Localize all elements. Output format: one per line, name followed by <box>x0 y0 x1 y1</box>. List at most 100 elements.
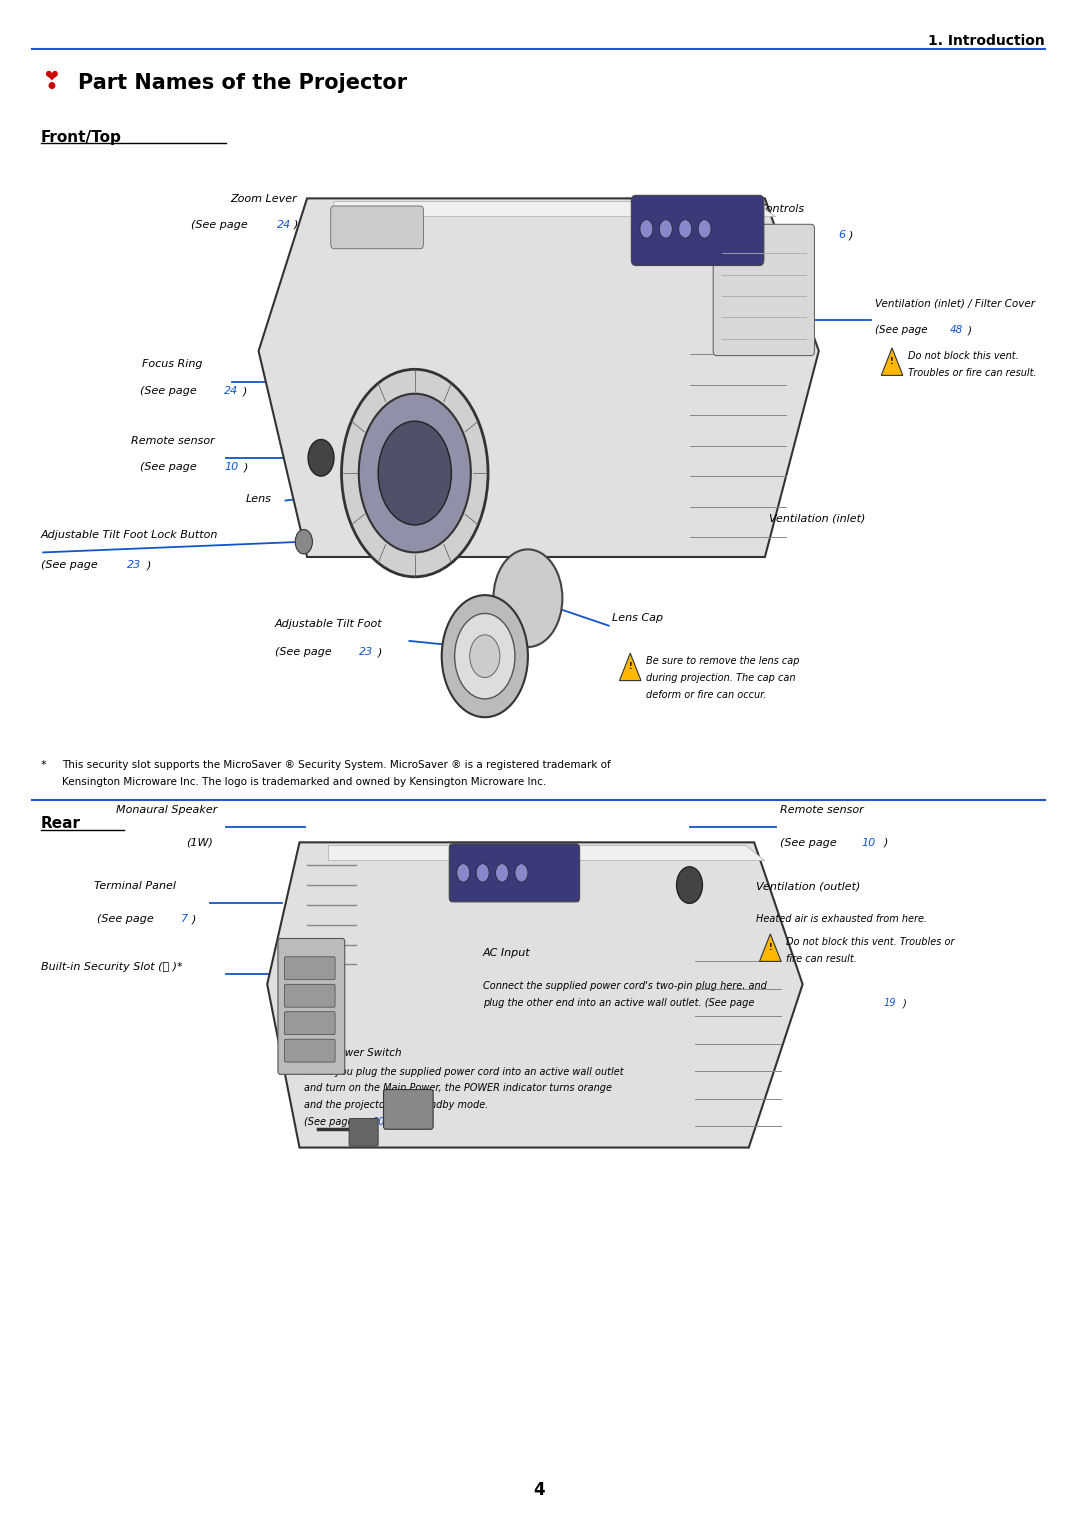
Text: Kensington Microware Inc. The logo is trademarked and owned by Kensington Microw: Kensington Microware Inc. The logo is tr… <box>63 777 546 787</box>
Text: deform or fire can occur.: deform or fire can occur. <box>647 690 767 700</box>
Text: Focus Ring: Focus Ring <box>143 359 203 369</box>
Text: Ventilation (inlet) / Filter Cover: Ventilation (inlet) / Filter Cover <box>875 298 1035 308</box>
Circle shape <box>678 220 691 238</box>
Text: 6: 6 <box>838 230 846 241</box>
Text: Connect the supplied power cord's two-pin plug here, and: Connect the supplied power cord's two-pi… <box>483 981 767 992</box>
Text: Remote sensor: Remote sensor <box>131 435 214 446</box>
Text: (See page: (See page <box>140 386 200 397</box>
Text: (See page: (See page <box>303 1117 356 1128</box>
Text: Ventilation (inlet): Ventilation (inlet) <box>769 514 865 523</box>
Circle shape <box>698 220 711 238</box>
FancyBboxPatch shape <box>449 844 580 902</box>
Circle shape <box>341 369 488 577</box>
Text: Ventilation (outlet): Ventilation (outlet) <box>756 881 861 891</box>
Text: (See page: (See page <box>97 914 158 925</box>
Text: (See page: (See page <box>191 220 251 230</box>
Text: ): ) <box>903 998 906 1009</box>
Text: Monaural Speaker: Monaural Speaker <box>117 804 218 815</box>
Text: Do not block this vent.: Do not block this vent. <box>908 351 1018 362</box>
Text: Be sure to remove the lens cap: Be sure to remove the lens cap <box>647 656 800 667</box>
Text: 1. Introduction: 1. Introduction <box>929 34 1045 47</box>
Text: and turn on the Main Power, the POWER indicator turns orange: and turn on the Main Power, the POWER in… <box>303 1083 611 1094</box>
Text: (See page: (See page <box>780 838 840 848</box>
FancyBboxPatch shape <box>284 1039 335 1062</box>
Polygon shape <box>759 934 781 961</box>
Circle shape <box>455 613 515 699</box>
Circle shape <box>378 421 451 525</box>
Text: !: ! <box>890 357 894 366</box>
FancyBboxPatch shape <box>713 224 814 356</box>
Text: and the projector is in standby mode.: and the projector is in standby mode. <box>303 1100 488 1111</box>
Circle shape <box>494 549 563 647</box>
Text: AC Input: AC Input <box>483 948 530 958</box>
Polygon shape <box>334 201 775 217</box>
Circle shape <box>476 864 489 882</box>
FancyBboxPatch shape <box>284 984 335 1007</box>
Text: ❣: ❣ <box>41 70 60 95</box>
Text: (See page: (See page <box>140 462 200 473</box>
Text: Do not block this vent. Troubles or: Do not block this vent. Troubles or <box>786 937 955 948</box>
Text: This security slot supports the MicroSaver ® Security System. MicroSaver ® is a : This security slot supports the MicroSav… <box>63 760 611 771</box>
FancyBboxPatch shape <box>284 1012 335 1035</box>
Text: 23: 23 <box>359 647 373 658</box>
Text: ): ) <box>192 914 197 925</box>
Text: !: ! <box>629 662 632 671</box>
Polygon shape <box>620 653 642 681</box>
Text: Adjustable Tilt Foot Lock Button: Adjustable Tilt Foot Lock Button <box>41 530 218 540</box>
Text: Troubles or fire can result.: Troubles or fire can result. <box>908 368 1037 378</box>
Circle shape <box>660 220 672 238</box>
Text: ): ) <box>147 560 151 571</box>
Text: Heated air is exhausted from here.: Heated air is exhausted from here. <box>756 914 928 925</box>
Text: 20: 20 <box>373 1117 386 1128</box>
FancyBboxPatch shape <box>284 957 335 980</box>
Circle shape <box>515 864 528 882</box>
Circle shape <box>359 394 471 552</box>
Text: (See page: (See page <box>274 647 335 658</box>
Circle shape <box>442 595 528 717</box>
Circle shape <box>470 635 500 678</box>
FancyBboxPatch shape <box>330 206 423 249</box>
Text: (See page: (See page <box>875 325 931 336</box>
Text: Remote sensor: Remote sensor <box>780 804 864 815</box>
Text: Adjustable Tilt Foot: Adjustable Tilt Foot <box>274 618 382 629</box>
Circle shape <box>308 439 334 476</box>
Text: plug the other end into an active wall outlet. (See page: plug the other end into an active wall o… <box>483 998 757 1009</box>
Text: 4: 4 <box>532 1480 544 1499</box>
Text: ): ) <box>849 230 853 241</box>
Text: ): ) <box>968 325 972 336</box>
Text: 10: 10 <box>224 462 239 473</box>
Text: Controls: Controls <box>758 203 805 214</box>
Text: 48: 48 <box>950 325 963 336</box>
Text: ): ) <box>243 462 247 473</box>
Text: (1W): (1W) <box>186 838 213 848</box>
Polygon shape <box>328 845 765 861</box>
Text: ): ) <box>883 838 888 848</box>
Polygon shape <box>881 348 903 375</box>
Text: Built-in Security Slot (Ⓡ )*: Built-in Security Slot (Ⓡ )* <box>41 963 183 972</box>
Text: When you plug the supplied power cord into an active wall outlet: When you plug the supplied power cord in… <box>303 1067 623 1077</box>
Text: Zoom Lever: Zoom Lever <box>230 194 297 204</box>
Text: (See page: (See page <box>41 560 102 571</box>
Text: (See page: (See page <box>758 230 819 241</box>
Text: *: * <box>41 760 46 771</box>
Text: 10: 10 <box>862 838 876 848</box>
Text: Main Power Switch: Main Power Switch <box>303 1048 402 1059</box>
Text: Lens Cap: Lens Cap <box>612 612 663 623</box>
Circle shape <box>457 864 470 882</box>
Text: fire can result.: fire can result. <box>786 954 858 964</box>
Text: Rear: Rear <box>41 816 81 832</box>
Text: 19: 19 <box>883 998 896 1009</box>
Text: Part Names of the Projector: Part Names of the Projector <box>78 73 407 93</box>
FancyBboxPatch shape <box>278 938 345 1074</box>
Text: 23: 23 <box>127 560 141 571</box>
Text: Lens: Lens <box>245 494 271 504</box>
Text: Front/Top: Front/Top <box>41 130 122 145</box>
Text: Terminal Panel: Terminal Panel <box>94 881 176 891</box>
Circle shape <box>676 867 702 903</box>
Text: 24: 24 <box>224 386 239 397</box>
Text: ): ) <box>393 1117 397 1128</box>
Text: during projection. The cap can: during projection. The cap can <box>647 673 796 684</box>
Text: 24: 24 <box>276 220 292 230</box>
FancyBboxPatch shape <box>349 1119 378 1146</box>
Text: !: ! <box>769 943 772 952</box>
